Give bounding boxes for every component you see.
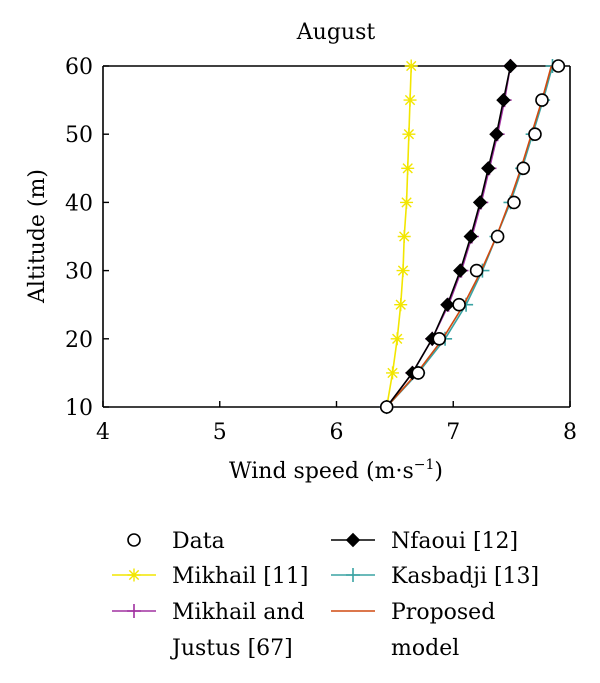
data-point xyxy=(453,263,468,278)
data-point xyxy=(402,127,416,141)
data-point xyxy=(503,58,518,74)
x-tick-label: 5 xyxy=(213,420,227,445)
data-point xyxy=(551,59,566,73)
y-axis-title: Altitude (m) xyxy=(25,169,50,304)
x-axis-title-superscript: −1 xyxy=(414,457,435,473)
data-point xyxy=(396,264,410,278)
data-point xyxy=(507,195,521,210)
legend-label: Data xyxy=(172,529,225,554)
data-point xyxy=(496,92,511,108)
x-tick-label: 8 xyxy=(563,420,577,445)
data-point xyxy=(535,93,549,107)
data-point xyxy=(411,366,426,380)
data-point xyxy=(404,59,418,73)
legend-item: Mikhail and Justus [67] xyxy=(112,600,305,661)
legend-swatch-marker xyxy=(127,604,141,618)
series-data xyxy=(379,59,566,414)
legend-item: Kasbadji [13] xyxy=(331,564,539,589)
data-point xyxy=(528,127,542,141)
y-tick-label: 50 xyxy=(65,123,93,148)
data-point xyxy=(400,195,414,209)
legend-label: Mikhail and xyxy=(172,600,305,625)
data-point xyxy=(472,195,488,210)
data-point xyxy=(397,230,411,243)
data-point xyxy=(489,126,504,142)
y-tick-label: 60 xyxy=(65,55,93,80)
data-point xyxy=(403,93,417,107)
legend-item: Proposed model xyxy=(331,600,495,661)
y-tick-label: 30 xyxy=(65,260,93,285)
data-point xyxy=(481,161,496,176)
data-point xyxy=(440,297,455,312)
data-point xyxy=(390,332,404,346)
data-point xyxy=(386,366,400,380)
legend-swatch-marker xyxy=(127,568,141,582)
y-tick-label: 10 xyxy=(65,396,93,421)
data-point xyxy=(394,298,408,312)
data-point xyxy=(490,229,505,244)
data-point xyxy=(401,161,415,175)
data-point xyxy=(379,400,394,414)
data-point xyxy=(469,263,484,278)
y-tick-label: 40 xyxy=(65,191,93,216)
legend-swatch-marker xyxy=(127,533,141,547)
data-point xyxy=(432,331,447,346)
legend-item: Data xyxy=(127,529,225,554)
data-point xyxy=(516,161,531,176)
legend-swatch-marker xyxy=(345,532,361,548)
legend-item: Nfaoui [12] xyxy=(331,529,518,554)
legend-label: Nfaoui [12] xyxy=(391,529,518,554)
legend-item: Mikhail [11] xyxy=(112,564,308,589)
legend-label: Kasbadji [13] xyxy=(391,564,539,589)
data-point xyxy=(452,297,466,312)
y-tick-label: 20 xyxy=(65,328,93,353)
legend-label: Mikhail [11] xyxy=(172,564,308,589)
series-mikhail-11 xyxy=(380,59,418,414)
x-tick-label: 4 xyxy=(96,420,110,445)
x-tick-label: 7 xyxy=(446,420,460,445)
plot-area: 4 5 6 7 8 10 20 30 40 50 60 xyxy=(65,55,577,445)
legend-swatch-marker xyxy=(346,568,360,582)
x-tick-label: 6 xyxy=(330,420,344,445)
data-point xyxy=(463,229,478,244)
legend: Data Nfaoui [12] Mikhail [11] Kasbadji [13]… xyxy=(112,529,539,661)
legend-label-line2: model xyxy=(391,636,459,661)
x-axis-title: Wind speed (m·s−1) xyxy=(229,457,443,484)
legend-label: Proposed xyxy=(391,600,495,625)
legend-label-line2: Justus [67] xyxy=(170,636,293,661)
chart-title: August xyxy=(296,20,376,45)
